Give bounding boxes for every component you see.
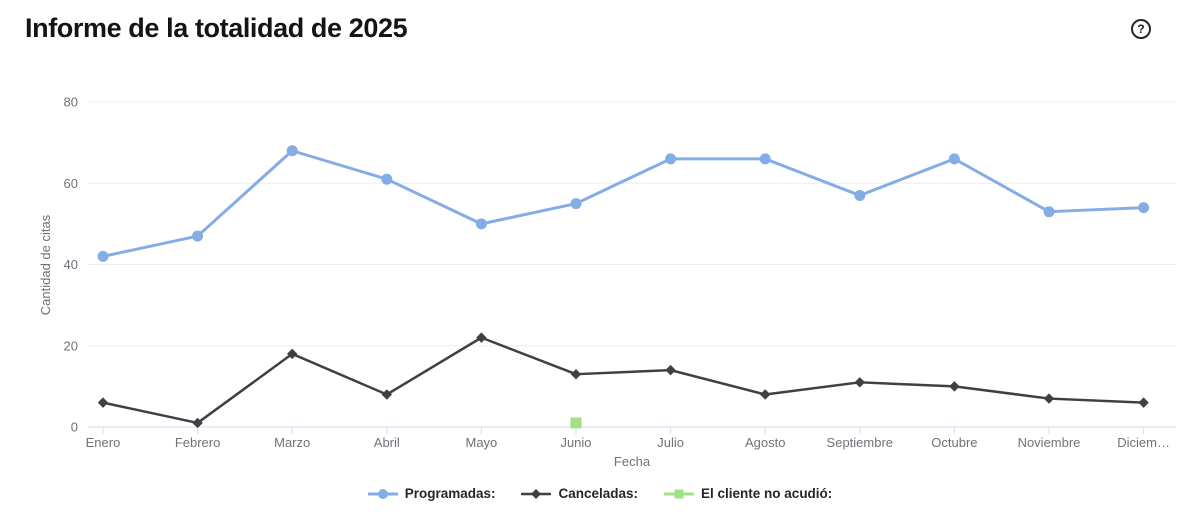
x-tick-label: Mayo: [466, 435, 498, 450]
data-point-circle[interactable]: [759, 153, 771, 165]
data-point-diamond[interactable]: [476, 332, 487, 343]
page-title: Informe de la totalidad de 2025: [25, 13, 408, 43]
series-line-diamond: [101, 336, 1145, 425]
y-tick-label: 20: [64, 338, 78, 353]
y-tick-label: 40: [64, 257, 78, 272]
data-point-diamond[interactable]: [192, 417, 203, 429]
chart-svg: 0 20 40 60 80 Enero Febrero Marzo Abril Mayo Junio…: [38, 95, 1176, 469]
legend-square-marker-icon: [664, 489, 695, 498]
data-point-circle[interactable]: [192, 230, 204, 242]
x-axis-title: Fecha: [614, 454, 651, 469]
x-tick-label: Marzo: [274, 435, 310, 450]
y-tick-label: 80: [64, 95, 78, 110]
x-tick-label: Octubre: [931, 435, 977, 450]
legend-item-diamond[interactable]: Canceladas:: [521, 486, 638, 501]
x-tick-label: Enero: [86, 435, 121, 450]
data-point-diamond[interactable]: [1043, 393, 1055, 404]
legend-circle-marker-icon: [367, 488, 398, 499]
data-point-circle[interactable]: [948, 153, 960, 165]
data-point-circle[interactable]: [475, 218, 487, 230]
data-point-circle[interactable]: [97, 250, 109, 262]
data-point-diamond[interactable]: [381, 389, 392, 400]
data-point-diamond[interactable]: [1138, 397, 1149, 408]
x-tick-label: Junio: [560, 435, 591, 450]
x-tick-label: Febrero: [175, 435, 221, 450]
data-point-circle[interactable]: [854, 189, 866, 201]
chart-legend: Programadas: Canceladas: El cliente no acu…: [0, 486, 1200, 501]
data-point-circle[interactable]: [570, 198, 582, 210]
data-point-circle[interactable]: [286, 145, 298, 157]
y-axis-title: Cantidad de citas: [38, 214, 53, 315]
data-point-circle[interactable]: [1138, 202, 1150, 214]
data-point-circle[interactable]: [665, 153, 677, 165]
legend-item-square[interactable]: El cliente no acudió:: [664, 486, 832, 501]
x-tick-label: Abril: [374, 435, 400, 450]
x-tick-label: Julio: [657, 435, 684, 450]
series-line-circle: [101, 149, 1146, 258]
legend-label: El cliente no acudió:: [701, 486, 833, 501]
data-point-diamond[interactable]: [97, 397, 109, 408]
y-tick-label: 0: [71, 420, 78, 435]
legend-label: Programadas:: [404, 486, 496, 501]
legend-label: Canceladas:: [558, 486, 639, 501]
data-point-diamond[interactable]: [760, 389, 771, 400]
x-tick-label: Septiembre: [827, 435, 893, 450]
data-point-circle[interactable]: [381, 173, 393, 185]
x-tick-label: Agosto: [745, 435, 785, 450]
help-icon[interactable]: ?: [1131, 19, 1151, 39]
data-point-diamond[interactable]: [287, 348, 298, 360]
data-point-diamond[interactable]: [570, 368, 582, 380]
y-tick-label: 60: [64, 176, 78, 191]
data-point-diamond[interactable]: [854, 377, 865, 388]
data-point-diamond[interactable]: [665, 364, 676, 376]
data-point-square[interactable]: [570, 417, 582, 429]
legend-diamond-marker-icon: [521, 488, 552, 499]
legend-item-circle[interactable]: Programadas:: [367, 486, 496, 501]
chart-area: 0 20 40 60 80 Enero Febrero Marzo Abril Mayo Junio…: [0, 80, 1200, 480]
data-point-circle[interactable]: [1043, 206, 1055, 218]
data-point-diamond[interactable]: [949, 381, 960, 392]
x-tick-label: Diciem…: [1117, 435, 1170, 450]
x-tick-label: Noviembre: [1018, 435, 1081, 450]
help-icon-glyph: ?: [1137, 22, 1145, 36]
